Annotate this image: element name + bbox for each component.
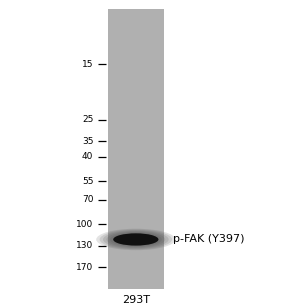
- Text: 55: 55: [82, 177, 93, 186]
- Ellipse shape: [103, 231, 169, 248]
- Text: 100: 100: [76, 220, 93, 229]
- Text: 15: 15: [82, 60, 93, 69]
- Text: 35: 35: [82, 137, 93, 146]
- Ellipse shape: [100, 230, 172, 249]
- Ellipse shape: [110, 232, 162, 247]
- Text: 130: 130: [76, 241, 93, 250]
- Ellipse shape: [106, 231, 165, 247]
- Text: p-FAK (Y397): p-FAK (Y397): [173, 235, 244, 244]
- Ellipse shape: [113, 233, 158, 246]
- Text: 70: 70: [82, 195, 93, 204]
- Text: 40: 40: [82, 152, 93, 161]
- Text: 25: 25: [82, 115, 93, 124]
- Ellipse shape: [96, 229, 175, 250]
- Text: 293T: 293T: [122, 295, 150, 305]
- FancyBboxPatch shape: [108, 9, 164, 289]
- Text: 170: 170: [76, 262, 93, 272]
